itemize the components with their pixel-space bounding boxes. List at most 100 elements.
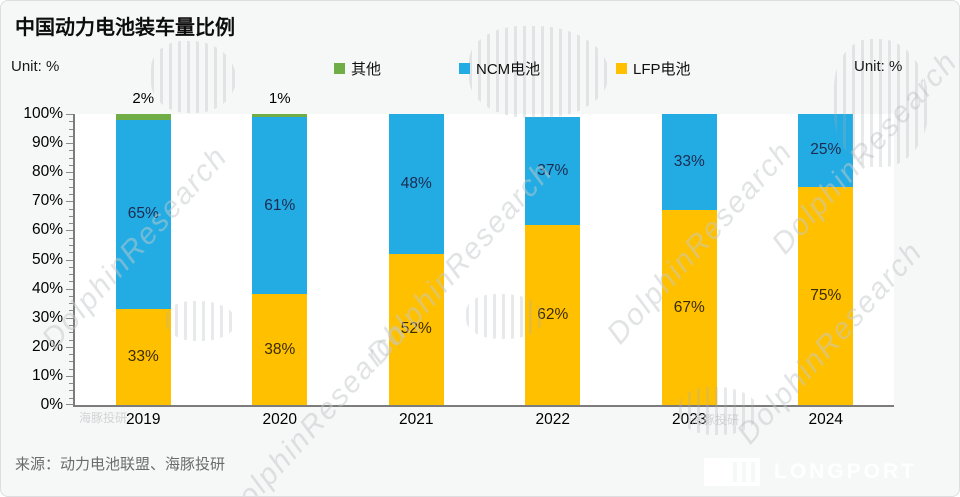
bar-segment-other (115, 114, 171, 120)
segment-label: 38% (264, 340, 296, 358)
longport-icon (704, 458, 760, 486)
y-axis-minor-tick (69, 354, 73, 356)
y-axis-minor-tick (69, 186, 73, 188)
segment-label: 65% (127, 205, 159, 223)
bar-segment-lfp: 38% (252, 294, 308, 405)
bar-2023: 67% 33% (661, 114, 717, 405)
segment-label: 33% (673, 153, 705, 171)
y-axis-major-tick (66, 404, 73, 405)
y-axis-minor-tick (69, 164, 73, 166)
legend-label: NCM电池 (476, 61, 541, 78)
bar-2022: 62% 37% (525, 114, 581, 405)
y-axis-minor-tick (69, 208, 73, 210)
y-axis-minor-tick (69, 324, 73, 326)
bar-2019: 33% 65% (115, 114, 171, 405)
y-axis-minor-tick (69, 121, 73, 123)
longport-logo: LONGPORT (704, 458, 917, 486)
y-axis-major-tick (66, 259, 73, 261)
bar-segment-ncm: 25% (798, 114, 854, 187)
plot-area: 0% 10% 20% 30% 40% 50% 60% 70% 80% 90% 100% 33% 65% 2… (23, 90, 894, 428)
y-axis-minor-tick (69, 179, 73, 181)
x-axis-label: 2023 (672, 411, 707, 428)
y-axis-major-tick (66, 172, 73, 174)
y-axis-minor-tick (69, 361, 73, 363)
y-axis-major-tick (66, 143, 73, 145)
bar-segment-ncm: 48% (388, 114, 444, 254)
segment-label: 48% (400, 174, 432, 192)
y-axis-line (73, 114, 75, 405)
y-axis-minor-tick (69, 339, 73, 341)
bar-segment-ncm: 65% (115, 119, 171, 309)
y-axis-minor-tick (69, 215, 73, 217)
y-axis-minor-tick (69, 383, 73, 385)
y-axis-minor-tick (69, 150, 73, 152)
bar-segment-ncm: 33% (661, 114, 717, 211)
bar-segment-lfp: 62% (525, 224, 581, 405)
segment-label: 37% (537, 161, 569, 179)
unit-label-right: Unit: % (854, 58, 903, 75)
y-axis-minor-tick (69, 223, 73, 225)
y-axis-minor-tick (69, 194, 73, 196)
y-axis-major-tick (66, 375, 73, 377)
x-axis-line (73, 405, 894, 407)
y-axis-minor-tick (69, 244, 73, 246)
y-axis-label: 20% (31, 337, 63, 355)
x-axis-label: 2024 (808, 411, 843, 428)
segment-label: 75% (810, 286, 842, 304)
y-axis-minor-tick (69, 252, 73, 254)
y-axis-label: 40% (31, 279, 63, 297)
x-axis-label: 2022 (535, 411, 570, 428)
y-axis-minor-tick (69, 295, 73, 297)
bar-segment-lfp: 75% (798, 186, 854, 405)
y-axis-minor-tick (69, 266, 73, 268)
bar-segment-ncm: 61% (252, 116, 308, 295)
y-axis-label: 60% (31, 221, 63, 239)
bar-2024: 75% 25% (798, 114, 854, 405)
y-axis-label: 90% (31, 134, 63, 152)
y-axis-minor-tick (69, 397, 73, 399)
y-axis-label: 100% (23, 105, 63, 122)
page-title: 中国动力电池装车量比例 (15, 17, 235, 39)
y-axis-label: 70% (31, 192, 63, 210)
x-axis-label: 2019 (126, 411, 161, 428)
above-bar-label: 1% (268, 90, 291, 107)
y-axis-label: 80% (31, 163, 63, 181)
legend-item-lfp: LFP电池 (616, 58, 691, 79)
above-bar-label: 2% (132, 90, 155, 107)
y-axis-minor-tick (69, 274, 73, 276)
y-axis-label: 10% (31, 366, 63, 384)
y-axis-label: 30% (31, 308, 63, 326)
legend-item-other: 其他 (334, 58, 381, 79)
y-axis-major-tick (66, 201, 73, 203)
bar-2020: 38% 61% (252, 114, 308, 405)
y-axis-minor-tick (69, 368, 73, 370)
y-axis-minor-tick (69, 135, 73, 137)
y-axis-label: 0% (40, 396, 63, 413)
legend-swatch-lfp-icon (616, 63, 627, 74)
longport-text: LONGPORT (774, 460, 917, 483)
y-axis-minor-tick (69, 281, 73, 283)
unit-label-left: Unit: % (11, 58, 60, 75)
y-axis-minor-tick (69, 303, 73, 305)
bar-segment-lfp: 33% (115, 308, 171, 405)
y-axis-minor-tick (69, 237, 73, 239)
bar-segment-other (252, 114, 308, 117)
x-axis-label: 2020 (262, 411, 297, 428)
y-axis-minor-tick (69, 310, 73, 312)
y-axis-major-tick (66, 288, 73, 290)
legend-swatch-other-icon (334, 63, 345, 74)
segment-label: 52% (400, 320, 432, 338)
y-axis-major-tick (66, 114, 73, 115)
bar-segment-lfp: 67% (661, 210, 717, 405)
bar-segment-ncm: 37% (525, 116, 581, 225)
y-axis-major-tick (66, 346, 73, 348)
y-axis-minor-tick (69, 390, 73, 392)
y-axis-minor-tick (69, 332, 73, 334)
source-text: 来源：动力电池联盟、海豚投研 (15, 456, 226, 473)
y-axis-minor-tick (69, 128, 73, 130)
legend-label: 其他 (351, 61, 382, 78)
legend-label: LFP电池 (633, 61, 691, 78)
segment-label: 67% (673, 298, 705, 316)
y-axis-major-tick (66, 317, 73, 319)
